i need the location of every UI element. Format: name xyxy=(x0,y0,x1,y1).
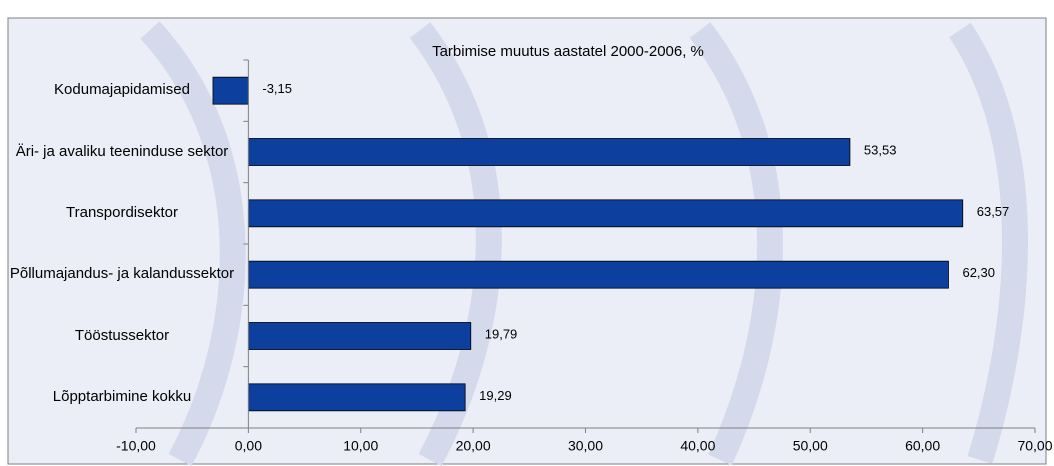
x-tick-label: 10,00 xyxy=(343,438,378,454)
x-tick-label: -10,00 xyxy=(116,438,156,454)
bar xyxy=(247,138,851,166)
x-tick-label: 60,00 xyxy=(905,438,940,454)
bar xyxy=(247,322,472,350)
bar xyxy=(247,199,964,228)
bar xyxy=(212,76,249,105)
y-tick-label: Äri- ja avaliku teeninduse sektor xyxy=(15,142,229,160)
value-label: 63,57 xyxy=(977,204,1010,219)
x-tick-label: 40,00 xyxy=(680,438,715,454)
x-tick-label: 50,00 xyxy=(793,438,828,454)
value-label: 53,53 xyxy=(864,142,897,157)
value-label: 19,79 xyxy=(485,326,518,341)
value-label: -3,15 xyxy=(262,81,292,96)
y-tick-label: Kodumajapidamised xyxy=(54,81,190,99)
x-tick-label: 70,00 xyxy=(1017,438,1052,454)
bar xyxy=(247,260,949,289)
y-tick-label: Lõpptarbimine kokku xyxy=(52,387,192,405)
background-decoration xyxy=(140,21,1028,466)
chart-title: Tarbimise muutus aastatel 2000-2006, % xyxy=(432,43,704,60)
value-label: 19,29 xyxy=(479,388,512,403)
y-tick-label: Transpordisektor xyxy=(66,203,178,221)
x-tick-label: 20,00 xyxy=(456,438,491,454)
value-label: 62,30 xyxy=(962,265,995,280)
y-tick-label: Põllumajandus- ja kalandussektor xyxy=(9,265,235,283)
x-tick-label: 0,00 xyxy=(235,438,262,454)
bar xyxy=(247,383,466,412)
x-tick-label: 30,00 xyxy=(568,438,603,454)
y-tick-label: Tööstussektor xyxy=(74,326,170,344)
